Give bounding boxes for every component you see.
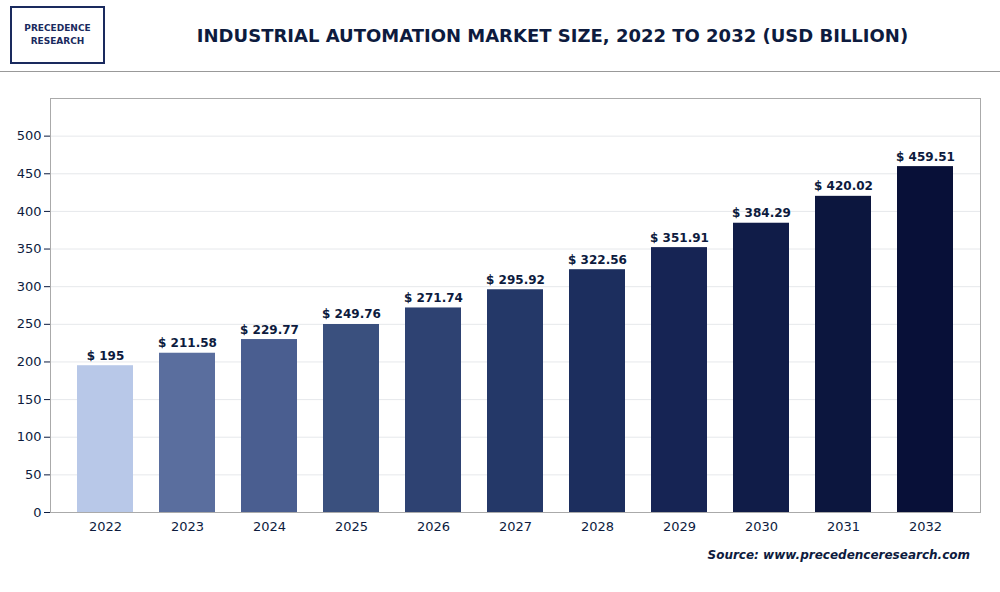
svg-text:50: 50 [25,467,42,482]
svg-text:350: 350 [17,241,42,256]
svg-text:$ 195: $ 195 [87,349,125,363]
svg-text:2030: 2030 [745,519,778,534]
svg-text:0: 0 [33,505,41,520]
svg-text:2025: 2025 [335,519,368,534]
svg-text:250: 250 [17,316,42,331]
svg-text:150: 150 [17,392,42,407]
svg-text:2026: 2026 [417,519,450,534]
html-text:Source: www.precedenceresearch: Source: www.precedenceresearch.com [707,548,970,562]
svg-text:300: 300 [17,279,42,294]
svg-text:500: 500 [17,128,42,143]
html-text:PRECEDENCE: PRECEDENCE [24,22,91,33]
svg-text:450: 450 [17,166,42,181]
svg-text:2023: 2023 [171,519,204,534]
svg-text:2031: 2031 [827,519,860,534]
svg-text:2027: 2027 [499,519,532,534]
svg-text:400: 400 [17,204,42,219]
svg-text:$ 322.56: $ 322.56 [568,253,627,267]
svg-text:2029: 2029 [663,519,696,534]
html-text:INDUSTRIAL AUTOMATION MARKET S: INDUSTRIAL AUTOMATION MARKET SIZE, 2022 … [196,25,909,46]
svg-text:100: 100 [17,429,42,444]
svg-text:2022: 2022 [89,519,122,534]
svg-text:200: 200 [17,354,42,369]
svg-text:2032: 2032 [909,519,942,534]
svg-text:$ 229.77: $ 229.77 [240,323,299,337]
html-text:RESEARCH: RESEARCH [30,36,85,46]
svg-text:$ 271.74: $ 271.74 [404,291,463,305]
svg-text:$ 420.02: $ 420.02 [814,179,873,193]
svg-text:$ 249.76: $ 249.76 [322,307,381,321]
svg-text:$ 384.29: $ 384.29 [732,206,791,220]
svg-text:2024: 2024 [253,519,286,534]
svg-text:$ 351.91: $ 351.91 [650,231,709,245]
svg-text:$ 211.58: $ 211.58 [158,336,217,350]
svg-text:$ 459.51: $ 459.51 [896,150,955,164]
svg-text:2028: 2028 [581,519,614,534]
svg-text:$ 295.92: $ 295.92 [486,273,545,287]
